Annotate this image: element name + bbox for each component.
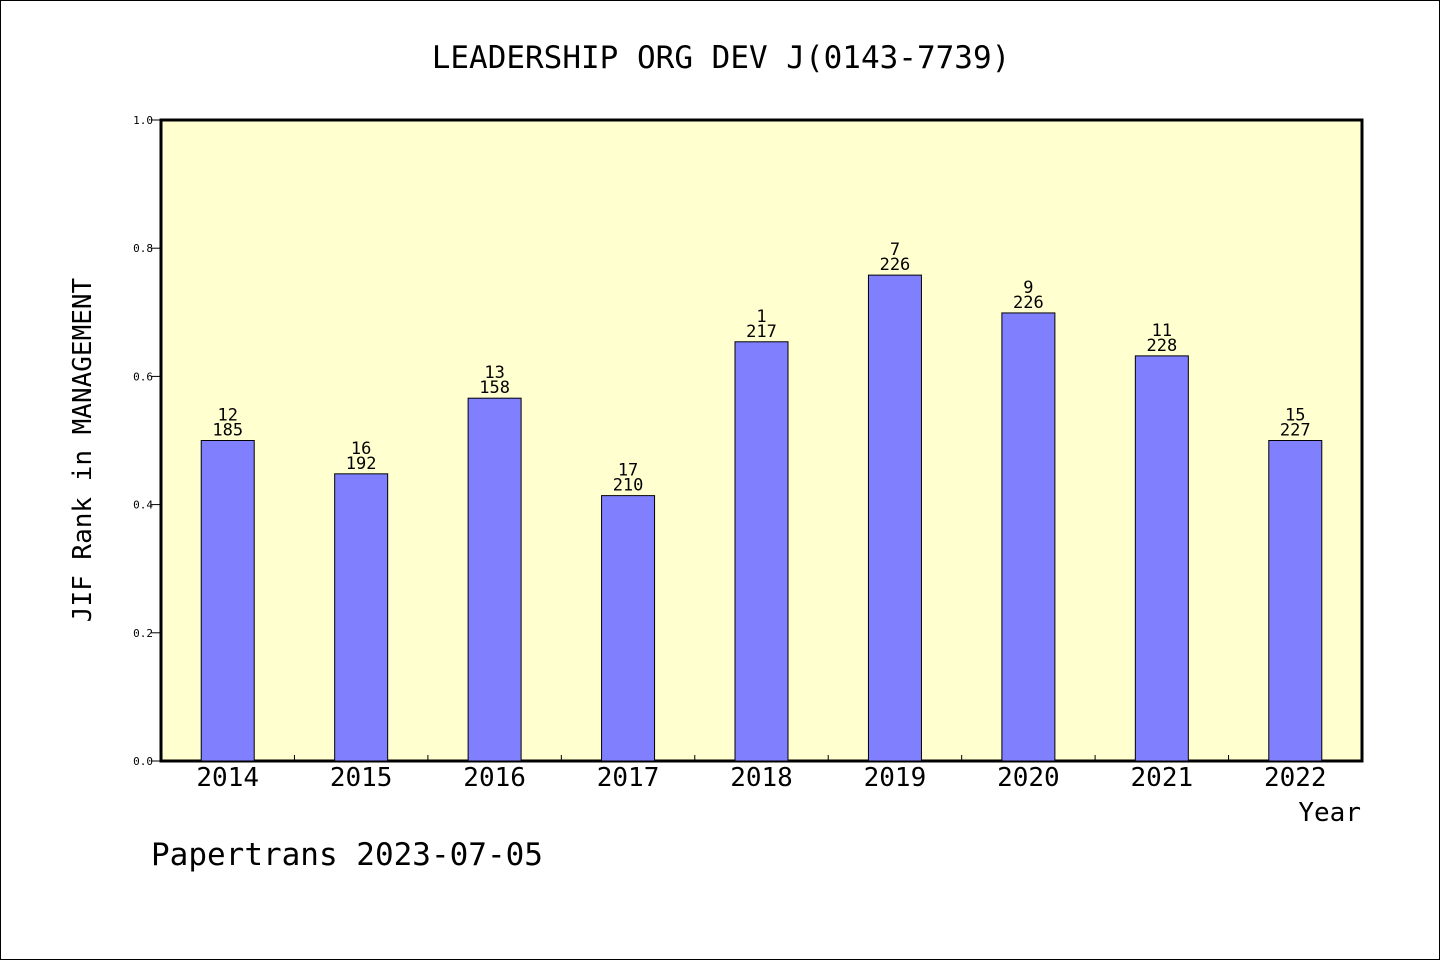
x-tick-label: 2017 [597, 763, 660, 793]
total-label: 228 [1146, 336, 1177, 356]
total-label: 192 [346, 454, 377, 474]
y-tick-label: 0.0 [133, 755, 153, 768]
data-labels: 1218516192131581721012177226922611228152… [212, 240, 1310, 496]
total-label: 226 [880, 255, 911, 275]
x-tick-label: 2014 [196, 763, 259, 793]
total-label: 226 [1013, 293, 1044, 313]
bar-2018 [734, 341, 789, 762]
rank-label: 17 [618, 461, 638, 481]
x-axis: 2014 2015 2016 2017 2018 2019 2020 2021 2022 [196, 755, 1327, 793]
y-tick-label: 0.8 [133, 242, 153, 255]
x-axis-title: Year [1298, 798, 1361, 828]
bar-2017 [601, 495, 656, 762]
total-label: 210 [613, 476, 644, 496]
y-tick-label: 0.4 [133, 499, 153, 512]
x-tick-label: 2019 [864, 763, 927, 793]
x-tick-label: 2021 [1131, 763, 1194, 793]
x-tick-label: 2022 [1264, 763, 1327, 793]
rank-label: 16 [351, 439, 371, 459]
total-label: 227 [1280, 421, 1311, 441]
bars-layer [200, 274, 1323, 762]
y-tick-label: 0.6 [133, 370, 153, 383]
footer-credit: Papertrans 2023-07-05 [151, 837, 543, 873]
x-tick-label: 2015 [330, 763, 393, 793]
bar-2020 [1001, 312, 1056, 762]
x-tick-label: 2018 [730, 763, 793, 793]
rank-label: 13 [484, 363, 504, 383]
bar-2014 [200, 440, 255, 762]
rank-label: 12 [217, 406, 237, 426]
bar-2021 [1134, 355, 1189, 762]
rank-label: 11 [1152, 321, 1172, 341]
y-axis: 0.0 0.2 0.4 0.6 0.8 1.0 [133, 114, 161, 768]
rank-label: 9 [1023, 278, 1033, 298]
chart-title: LEADERSHIP ORG DEV J(0143-7739) [432, 40, 1011, 76]
bar-2019 [867, 274, 922, 762]
total-label: 185 [212, 421, 243, 441]
total-label: 217 [746, 322, 777, 342]
bar-2016 [467, 397, 522, 762]
rank-label: 1 [756, 307, 766, 327]
rank-label: 7 [890, 240, 900, 260]
x-tick-label: 2020 [997, 763, 1060, 793]
rank-label: 15 [1285, 406, 1305, 426]
x-tick-label: 2016 [463, 763, 526, 793]
y-tick-label: 1.0 [133, 114, 153, 127]
bar-2022 [1268, 440, 1323, 762]
y-axis-title: JIF Rank in MANAGEMENT [68, 277, 98, 622]
bar-2015 [334, 473, 389, 762]
total-label: 158 [479, 378, 510, 398]
y-tick-label: 0.2 [133, 627, 153, 640]
